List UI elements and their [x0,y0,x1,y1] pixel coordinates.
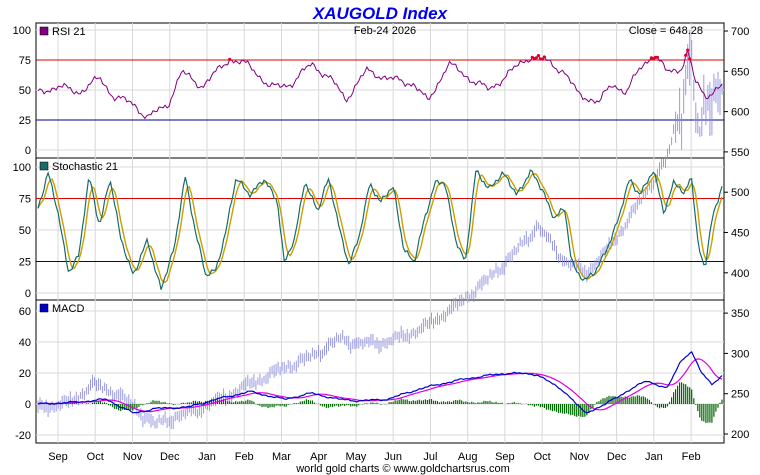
panel-frame-2 [35,299,725,444]
x-tick-label: Feb [235,451,254,463]
close-label: Close = 648.28 [629,25,703,37]
x-tick-label: Jan [645,451,663,463]
macd-histogram [39,382,723,423]
y-tick-label: 0 [25,288,31,300]
rsi-overbought-mark [228,57,232,62]
legend-label: MACD [52,303,84,315]
rsi-overbought-mark [688,57,692,61]
rsi-overbought-mark [536,54,541,58]
legend-swatch [39,26,49,36]
y-tick-label: 75 [19,55,31,67]
y-tick-label: 40 [19,337,31,349]
x-tick-label: Sep [48,451,68,463]
rsi-overbought-mark [686,48,690,52]
x-tick-label: Jun [384,451,402,463]
rsi-overbought-mark [540,57,545,61]
plot-layer: Sep Oct Nov Dec Jan Feb Mar Apr May Jun Jul Aug Sep O… [13,22,749,463]
panel-frame-1 [35,157,725,301]
price-tick-label: 450 [731,228,749,240]
legend-label: RSI 21 [52,26,86,38]
y-tick-label: 25 [19,115,31,127]
y-tick-label: 25 [19,257,31,269]
rsi-overbought-mark [684,53,688,57]
y-tick-label: 0 [25,145,31,157]
price-tick-label: 300 [731,348,749,360]
rsi-overbought-mark [534,56,539,60]
x-tick-label: Sep [495,451,515,463]
y-tick-label: 60 [19,306,31,318]
y-tick-label: -20 [15,430,31,442]
x-tick-label: Mar [272,451,291,463]
x-tick-label: Feb [682,451,701,463]
chart-title: XAUGOLD Index [312,4,449,23]
x-tick-label: Oct [534,451,551,463]
y-tick-label: 75 [19,194,31,206]
footer-credit: world gold charts © www.goldchartsrus.co… [295,463,510,475]
rsi-overbought-mark [542,55,547,59]
legend-swatch [39,161,49,171]
price-tick-label: 200 [731,429,749,441]
y-tick-label: 50 [19,85,31,97]
x-tick-label: Apr [310,451,327,463]
y-tick-label: 100 [13,25,31,37]
x-tick-label: Jul [423,451,437,463]
price-tick-label: 350 [731,308,749,320]
y-tick-label: 100 [13,162,31,174]
y-tick-label: 0 [25,399,31,411]
stochastic-signal-line [37,173,723,283]
macd-line [37,351,723,414]
price-tick-label: 650 [731,66,749,78]
x-tick-label: May [346,451,367,463]
price-tick-label: 400 [731,268,749,280]
x-tick-label: Jan [198,451,216,463]
y-tick-label: 20 [19,368,31,380]
x-tick-label: Nov [570,451,590,463]
x-tick-label: Dec [607,451,627,463]
x-tick-label: Dec [160,451,180,463]
price-tick-label: 600 [731,107,749,119]
price-tick-label: 250 [731,389,749,401]
rsi-line [37,48,723,120]
legend-swatch [39,303,49,313]
date-label: Feb-24 2026 [354,25,416,37]
price-bars [37,30,723,430]
x-tick-label: Aug [458,451,478,463]
legend-label: Stochastic 21 [52,161,118,173]
price-tick-label: 550 [731,147,749,159]
price-tick-label: 500 [731,187,749,199]
x-tick-label: Nov [123,451,143,463]
price-tick-label: 700 [731,26,749,38]
rsi-overbought-mark [655,55,660,59]
y-tick-label: 50 [19,225,31,237]
stochastic-line [37,169,723,290]
x-tick-label: Oct [87,451,104,463]
